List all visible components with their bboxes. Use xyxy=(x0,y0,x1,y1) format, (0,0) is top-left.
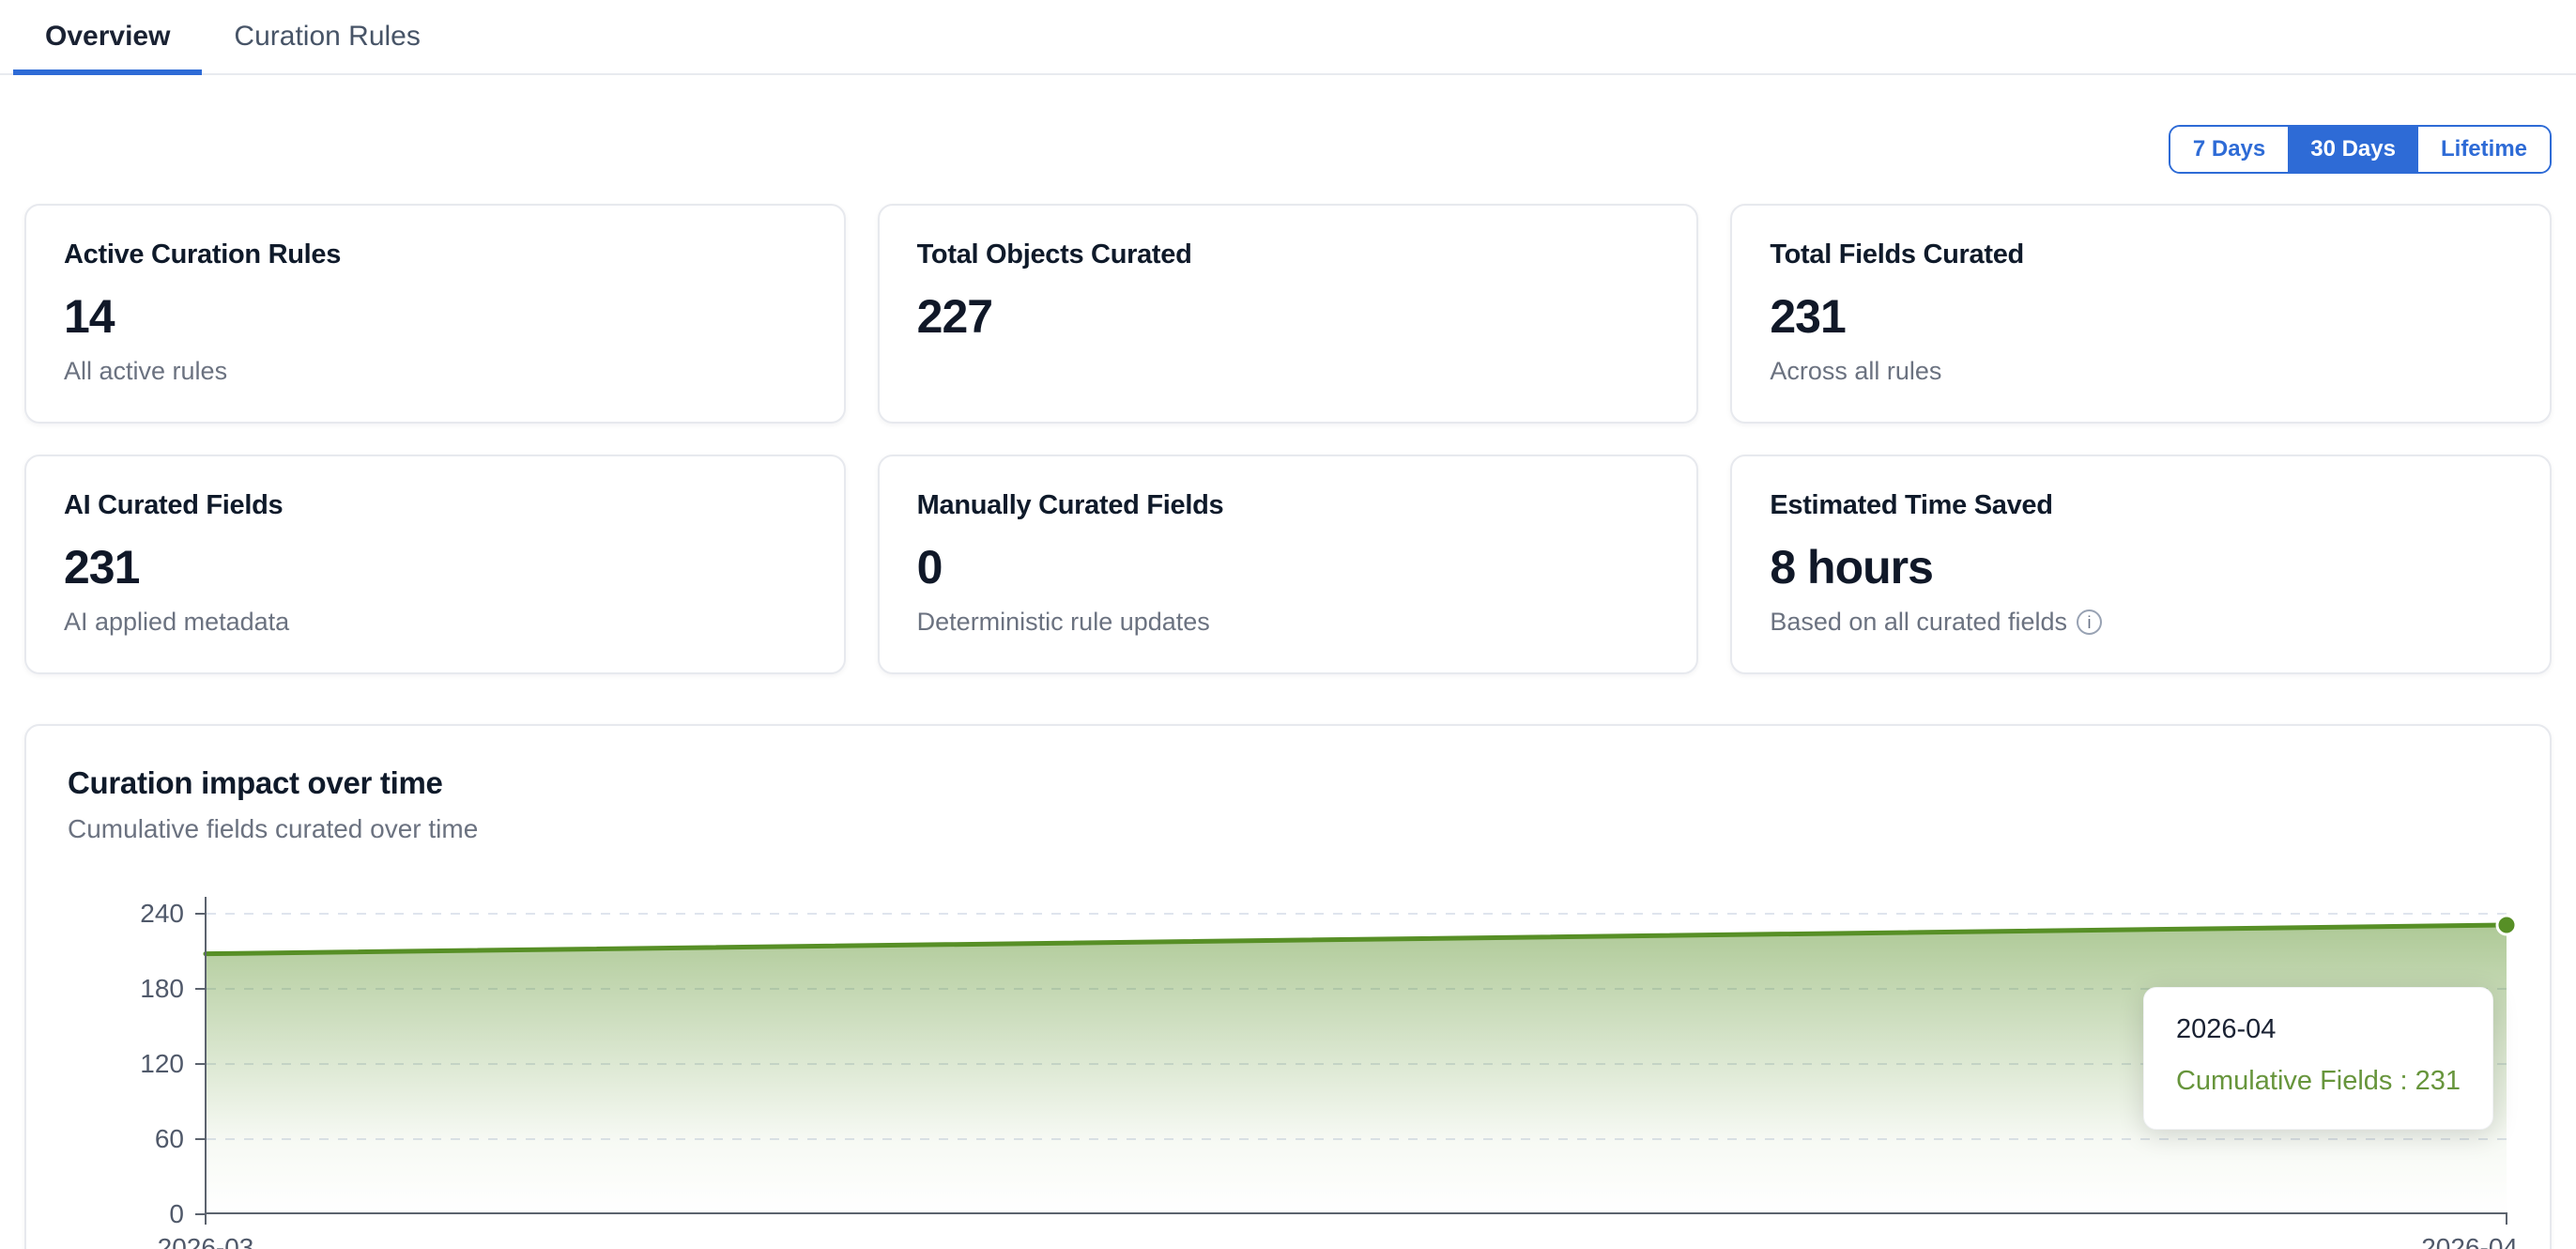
chart-subtitle: Cumulative fields curated over time xyxy=(68,814,479,843)
stat-card-total-objects-curated: Total Objects Curated 227 xyxy=(877,204,1699,424)
y-axis-tick-label: 240 xyxy=(140,899,184,928)
tooltip-series-value: Cumulative Fields : 231 xyxy=(2175,1066,2461,1096)
y-axis-tick xyxy=(195,913,205,915)
card-subtitle: AI applied metadata xyxy=(64,608,290,636)
time-range-selector: 7 Days 30 Days Lifetime xyxy=(2168,125,2552,174)
chart-title: Curation impact over time xyxy=(68,765,443,800)
tooltip-date: 2026-04 xyxy=(2175,1014,2277,1044)
stat-card-total-fields-curated: Total Fields Curated 231 Across all rule… xyxy=(1730,204,2552,424)
card-value: 14 xyxy=(64,290,115,343)
card-title: Total Fields Curated xyxy=(1770,239,2024,270)
y-axis-tick-label: 0 xyxy=(169,1199,184,1228)
controls-row: 7 Days 30 Days Lifetime xyxy=(24,125,2552,174)
chart-plot[interactable]: 2026-04 Cumulative Fields : 231 2026-03 2… xyxy=(158,897,2518,1249)
chart-area: 0 60 120 180 240 2026-04 Cumulative Fields :… xyxy=(68,897,2518,1249)
card-title: Manually Curated Fields xyxy=(916,490,1224,520)
y-axis-tick xyxy=(195,1213,205,1215)
tab-overview[interactable]: Overview xyxy=(13,0,203,75)
x-axis-label-end: 2026-04 xyxy=(2421,1233,2518,1249)
card-subtitle: Based on all curated fields xyxy=(1770,608,2068,636)
y-axis-tick xyxy=(195,1138,205,1140)
x-axis-label-start: 2026-03 xyxy=(157,1233,254,1249)
card-value: 231 xyxy=(1770,290,1846,343)
stat-card-active-curation-rules: Active Curation Rules 14 All active rule… xyxy=(24,204,846,424)
time-range-7-days-button[interactable]: 7 Days xyxy=(2170,127,2289,172)
stat-card-manually-curated-fields: Manually Curated Fields 0 Deterministic … xyxy=(877,455,1699,674)
card-value: 0 xyxy=(916,541,943,594)
y-axis-tick xyxy=(195,988,205,990)
tab-curation-rules-label: Curation Rules xyxy=(234,21,421,52)
curation-impact-chart-card: Curation impact over time Cumulative fie… xyxy=(24,724,2552,1249)
card-title: Total Objects Curated xyxy=(916,239,1192,270)
stat-cards-grid: Active Curation Rules 14 All active rule… xyxy=(24,204,2552,674)
y-axis-tick-label: 180 xyxy=(140,974,184,1003)
card-value: 227 xyxy=(916,290,993,343)
card-title: AI Curated Fields xyxy=(64,490,284,520)
stat-card-estimated-time-saved: Estimated Time Saved 8 hours Based on al… xyxy=(1730,455,2552,674)
card-value: 8 hours xyxy=(1770,541,1934,594)
y-axis: 0 60 120 180 240 xyxy=(68,897,205,1228)
stat-card-ai-curated-fields: AI Curated Fields 231 AI applied metadat… xyxy=(24,455,846,674)
tab-overview-label: Overview xyxy=(45,21,171,52)
card-subtitle: Across all rules xyxy=(1770,357,1942,385)
y-axis-tick-label: 60 xyxy=(154,1124,184,1153)
card-title: Active Curation Rules xyxy=(64,239,342,270)
info-icon[interactable] xyxy=(2077,609,2103,635)
card-subtitle: All active rules xyxy=(64,357,228,385)
card-subtitle: Deterministic rule updates xyxy=(916,608,1210,636)
chart-tooltip: 2026-04 Cumulative Fields : 231 xyxy=(2142,987,2493,1130)
y-axis-tick xyxy=(195,1063,205,1065)
y-axis-tick-label: 120 xyxy=(140,1049,184,1078)
page-content: 7 Days 30 Days Lifetime Active Curation … xyxy=(0,125,2576,1249)
card-value: 231 xyxy=(64,541,140,594)
active-tab-underline xyxy=(13,69,203,75)
time-range-lifetime-button[interactable]: Lifetime xyxy=(2417,127,2550,172)
time-range-30-days-button[interactable]: 30 Days xyxy=(2288,127,2418,172)
tab-curation-rules[interactable]: Curation Rules xyxy=(202,0,452,73)
card-title: Estimated Time Saved xyxy=(1770,490,2053,520)
chart-end-point[interactable] xyxy=(2495,914,2518,936)
tab-bar: Overview Curation Rules xyxy=(0,0,2576,75)
